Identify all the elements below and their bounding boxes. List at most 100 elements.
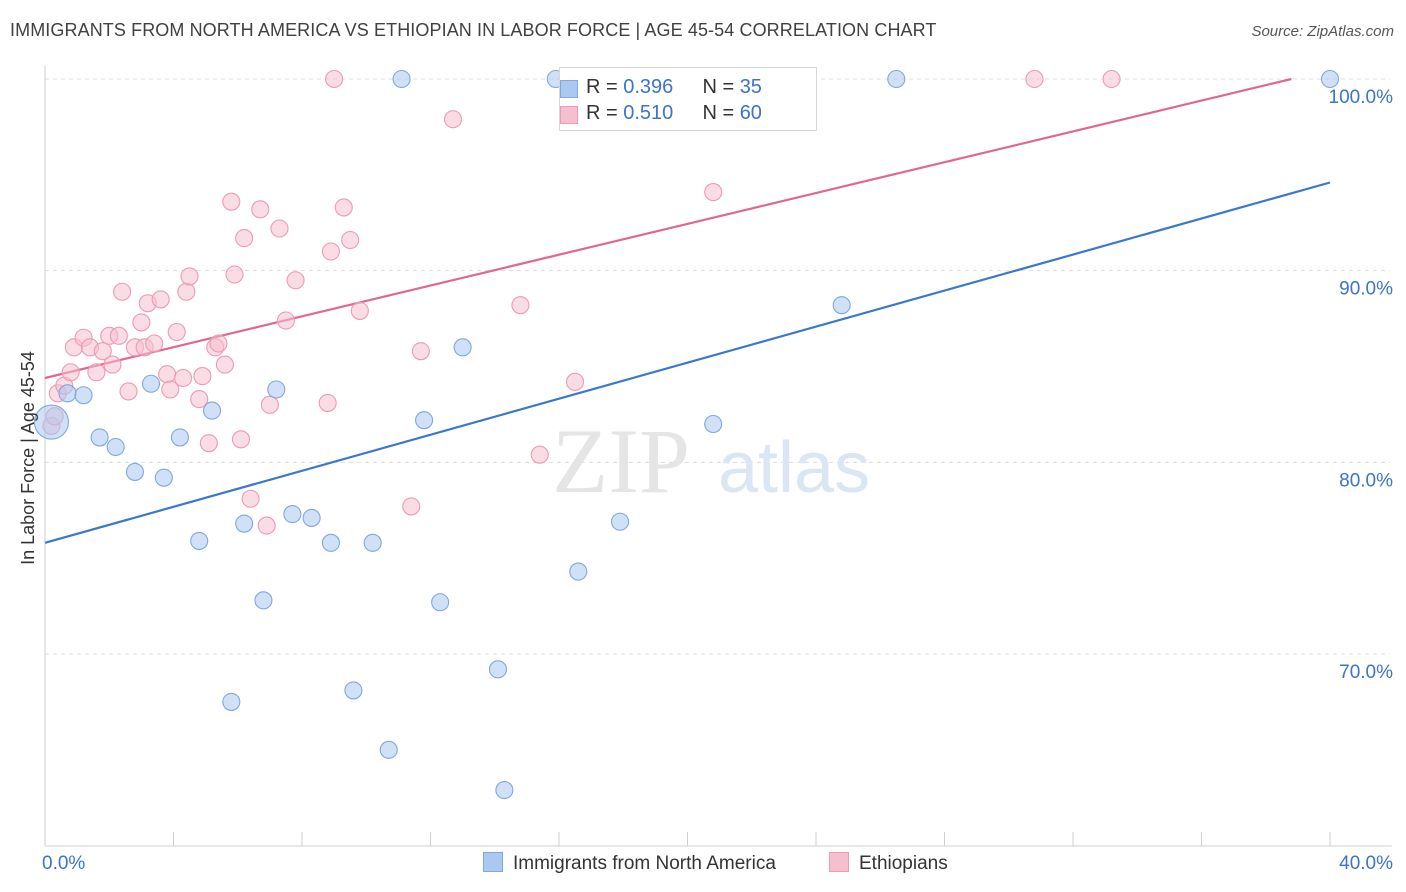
data-point-blue (321, 533, 340, 552)
data-point-blue (887, 69, 906, 89)
data-point-blue (154, 468, 173, 487)
data-point-blue (569, 562, 588, 581)
data-point-pink (257, 516, 276, 535)
data-point-pink (704, 183, 723, 202)
grid-lines (45, 78, 1390, 655)
data-point-blue (190, 531, 209, 550)
data-point-blue (90, 428, 109, 447)
data-point-blue (610, 512, 630, 531)
data-point-pink (402, 497, 421, 516)
trend-lines (44, 77, 1331, 544)
data-point-pink (411, 342, 430, 361)
y-tick-label: 90.0% (1339, 279, 1393, 300)
data-point-blue (1320, 69, 1340, 89)
data-point-pink (132, 313, 151, 332)
data-point-pink (270, 219, 289, 238)
stats-row-blue: R = 0.396 N = 35 (560, 76, 762, 99)
data-point-pink (87, 363, 106, 382)
data-point-blue (379, 740, 398, 759)
legend-item-ethiopians: Ethiopians (829, 852, 948, 875)
data-point-pink (350, 301, 369, 320)
data-point-blue (222, 692, 241, 711)
data-point-pink (113, 282, 132, 301)
data-point-blue (33, 404, 69, 440)
zipatlas-watermark: ZIP atlas (552, 410, 870, 512)
data-point-pink (321, 242, 340, 261)
data-point-blue (106, 437, 125, 457)
data-point-pink (225, 265, 244, 284)
data-point-blue (170, 428, 189, 447)
data-point-pink (109, 326, 128, 345)
data-point-pink (193, 367, 212, 386)
data-point-blue (254, 591, 273, 610)
y-tick-label: 70.0% (1339, 662, 1393, 683)
trend-line-blue (44, 181, 1331, 544)
stats-row-pink: R = 0.510 N = 60 (560, 102, 762, 125)
data-point-pink (443, 110, 463, 129)
data-point-pink (241, 489, 260, 508)
data-point-blue (392, 69, 411, 89)
data-point-blue (704, 414, 723, 434)
data-point-blue (203, 401, 222, 420)
watermark-zip: ZIP (552, 410, 690, 512)
data-point-blue (832, 296, 851, 315)
data-point-pink (174, 368, 193, 388)
data-point-blue (453, 338, 472, 357)
watermark-atlas: atlas (718, 428, 870, 508)
data-point-pink (318, 393, 337, 412)
data-point-pink (151, 290, 170, 309)
data-point-blue (431, 593, 450, 612)
stats-legend: R = 0.396 N = 35 R = 0.510 N = 60 (559, 67, 817, 131)
data-point-pink (190, 390, 209, 409)
data-point-blue (344, 681, 363, 700)
data-point-pink (222, 192, 241, 211)
data-point-pink (199, 434, 218, 453)
chart-title: IMMIGRANTS FROM NORTH AMERICA VS ETHIOPI… (10, 20, 937, 40)
data-point-blue (363, 533, 382, 552)
data-point-pink (161, 380, 180, 399)
data-point-pink (286, 271, 305, 290)
data-point-pink (167, 322, 186, 342)
data-point-pink (61, 363, 80, 382)
data-point-pink (1025, 69, 1044, 89)
axes (44, 66, 1392, 847)
source-label: Source: ZipAtlas.com (1251, 23, 1394, 40)
data-point-pink (511, 296, 530, 315)
data-point-pink (119, 382, 138, 401)
data-point-pink (325, 69, 344, 89)
data-point-pink (566, 372, 585, 391)
legend-swatch-pink (829, 852, 849, 872)
data-point-blue (141, 374, 161, 393)
data-point-pink (177, 282, 196, 301)
data-point-pink (145, 334, 164, 353)
data-point-pink (251, 200, 270, 219)
pink-swatch (560, 106, 578, 124)
data-point-pink (209, 334, 228, 353)
data-point-blue (415, 411, 434, 430)
data-point-pink (235, 229, 254, 248)
data-point-blue (488, 660, 508, 679)
blue-swatch (560, 80, 578, 98)
data-point-blue (74, 386, 93, 405)
data-point-pink (180, 267, 199, 286)
data-point-blue (125, 462, 144, 481)
legend-label-north-america: Immigrants from North America (513, 853, 776, 874)
data-point-pink (215, 355, 234, 374)
data-point-blue (283, 505, 302, 524)
tick-labels: 70.0% 80.0% 90.0% 100.0% 0.0% 40.0% (42, 87, 1393, 874)
trend-line-pink (44, 77, 1292, 380)
data-point-pink (334, 198, 353, 217)
data-point-pink (260, 395, 279, 414)
data-point-pink (158, 365, 177, 384)
y-tick-label: 80.0% (1339, 470, 1393, 491)
data-point-pink (103, 355, 122, 374)
y-axis-label: In Labor Force | Age 45-54 (18, 351, 38, 565)
data-point-pink (341, 230, 360, 250)
data-point-blue (58, 384, 77, 403)
data-point-pink (530, 445, 549, 464)
y-tick-label: 100.0% (1329, 87, 1394, 108)
x-tick-label: 0.0% (42, 853, 85, 874)
data-point-pink (231, 430, 251, 449)
data-point-pink (93, 342, 112, 361)
